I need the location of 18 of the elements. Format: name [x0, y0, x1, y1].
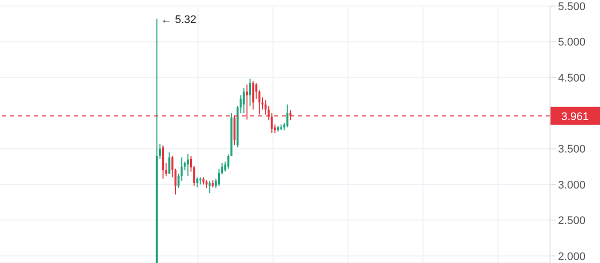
- y-tick-label: 5.000: [558, 36, 586, 49]
- candlestick: [196, 176, 198, 188]
- candlestick: [252, 80, 254, 110]
- candlestick: [168, 152, 170, 174]
- candlestick: [286, 104, 288, 128]
- y-tick-label: 5.500: [558, 0, 586, 13]
- candlestick: [249, 78, 252, 106]
- y-tick-label: 3.500: [558, 144, 586, 156]
- y-tick-label: 2.500: [558, 215, 586, 228]
- candlestick: [186, 153, 189, 176]
- y-tick-label: 3.000: [558, 179, 586, 192]
- candlestick: [162, 144, 164, 180]
- annotation: ← 5.32: [160, 14, 196, 26]
- ref-line-label: 3.961: [561, 110, 589, 123]
- y-tick-label: 4.500: [558, 72, 586, 84]
- candlestick: [208, 180, 211, 194]
- candlestick: [242, 88, 245, 114]
- y-tick-label: 2.000: [558, 250, 586, 263]
